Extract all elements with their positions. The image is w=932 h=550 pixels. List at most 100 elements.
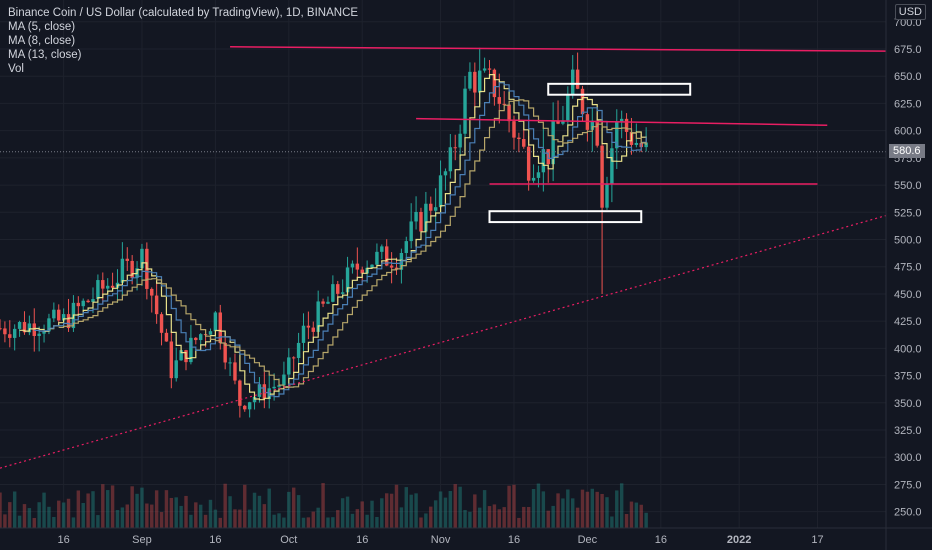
candle-body	[409, 221, 413, 242]
trend-line	[0, 214, 887, 469]
candle-body	[443, 171, 448, 176]
chart-legend: Binance Coin / US Dollar (calculated by …	[8, 6, 358, 76]
volume-bar	[345, 496, 350, 528]
candle-body	[482, 68, 487, 71]
candle-body	[91, 299, 95, 303]
volume-bar	[414, 493, 418, 528]
volume-bar	[238, 509, 242, 528]
volume-bar	[448, 491, 453, 528]
candle-body	[536, 172, 541, 178]
volume-bar	[208, 499, 213, 528]
volume-bar	[164, 490, 169, 528]
volume-bar	[531, 488, 536, 528]
volume-bar	[566, 489, 570, 528]
volume-bar	[336, 510, 340, 528]
price-tick-label: 250.0	[894, 507, 922, 519]
price-tick-label: 300.0	[894, 452, 922, 464]
volume-bar	[110, 485, 115, 528]
candle-body	[150, 288, 154, 296]
candle-body	[468, 71, 472, 89]
price-tick-label: 500.0	[894, 235, 922, 247]
candle-body	[590, 120, 595, 130]
volume-bar	[262, 504, 267, 528]
candle-body	[3, 328, 7, 335]
candle-body	[497, 97, 502, 104]
volume-bar	[365, 514, 369, 528]
volume-bar	[81, 502, 85, 528]
candle-body	[389, 265, 394, 268]
volume-bar	[429, 506, 433, 528]
candle-body	[105, 285, 110, 289]
volume-bar	[154, 490, 159, 528]
volume-bar	[424, 513, 428, 528]
price-axis: 250.0 275.0 300.0 325.0 350.0 375.0 400.0 425.0…	[885, 0, 922, 550]
volume-bar	[150, 504, 154, 528]
drawings	[0, 46, 887, 469]
candle-body	[291, 357, 296, 359]
price-tick-label: 400.0	[894, 343, 922, 355]
candle-body	[375, 251, 379, 265]
volume-bar	[610, 516, 614, 528]
candle-body	[0, 328, 2, 330]
legend-symbol-title[interactable]: Binance Coin / US Dollar (calculated by …	[8, 7, 359, 19]
candle-body	[282, 374, 286, 386]
level-line	[416, 117, 828, 126]
volume-bar	[52, 516, 56, 528]
currency-button[interactable]: USD	[894, 4, 926, 20]
volume-bar	[419, 517, 423, 528]
candle-body	[355, 263, 360, 270]
candle-body	[551, 121, 555, 165]
candle-body	[57, 309, 61, 321]
volume-bar	[575, 507, 580, 528]
volume-bar	[140, 487, 144, 528]
candle-body	[429, 203, 433, 211]
candle-body	[154, 295, 159, 315]
volume-bar	[384, 493, 389, 528]
volume-bar	[218, 517, 222, 528]
ma5-line	[19, 74, 647, 401]
candle-body	[218, 312, 222, 343]
candle-body	[287, 357, 291, 375]
volume-bar	[492, 504, 497, 528]
volume-bar	[326, 517, 330, 528]
legend-ma5[interactable]: MA (5, close)	[8, 21, 76, 33]
candle-body	[32, 323, 36, 336]
price-tick-label: 275.0	[894, 479, 922, 491]
volume-bar	[37, 502, 41, 528]
volume-bar	[247, 509, 252, 528]
time-tick-label: 2022	[727, 534, 751, 546]
candle-body	[502, 103, 506, 105]
volume-bar	[634, 502, 639, 528]
level-line	[230, 46, 887, 52]
candle-body	[336, 284, 340, 294]
price-tick-label: 600.0	[894, 126, 922, 138]
price-tick-label: 425.0	[894, 316, 922, 328]
volume-bar	[477, 507, 482, 528]
candle-body	[76, 302, 81, 307]
volume-bar	[17, 515, 22, 528]
candle-body	[101, 280, 105, 289]
candle-body	[238, 380, 242, 406]
legend-ma8[interactable]: MA (8, close)	[8, 35, 76, 47]
volume-bar	[619, 483, 624, 528]
candle-body	[42, 331, 46, 334]
time-tick-label: 16	[209, 534, 221, 546]
volume-bar	[360, 501, 364, 528]
candle-body	[321, 301, 325, 304]
time-tick-label: Oct	[280, 534, 297, 546]
legend-volume[interactable]: Vol	[8, 63, 24, 75]
volume-bar	[189, 514, 193, 528]
legend-ma13[interactable]: MA (13, close)	[8, 49, 82, 61]
volume-bar	[311, 511, 315, 528]
candle-body	[624, 118, 629, 132]
volume-bar	[169, 497, 174, 528]
candle-body	[595, 120, 599, 146]
volume-bar	[0, 492, 2, 528]
candle-body	[277, 385, 281, 387]
volume-bar	[179, 505, 183, 528]
volume-bar	[443, 497, 448, 528]
candle-body	[189, 337, 193, 363]
volume-bars	[0, 483, 648, 528]
volume-bar	[624, 513, 629, 528]
